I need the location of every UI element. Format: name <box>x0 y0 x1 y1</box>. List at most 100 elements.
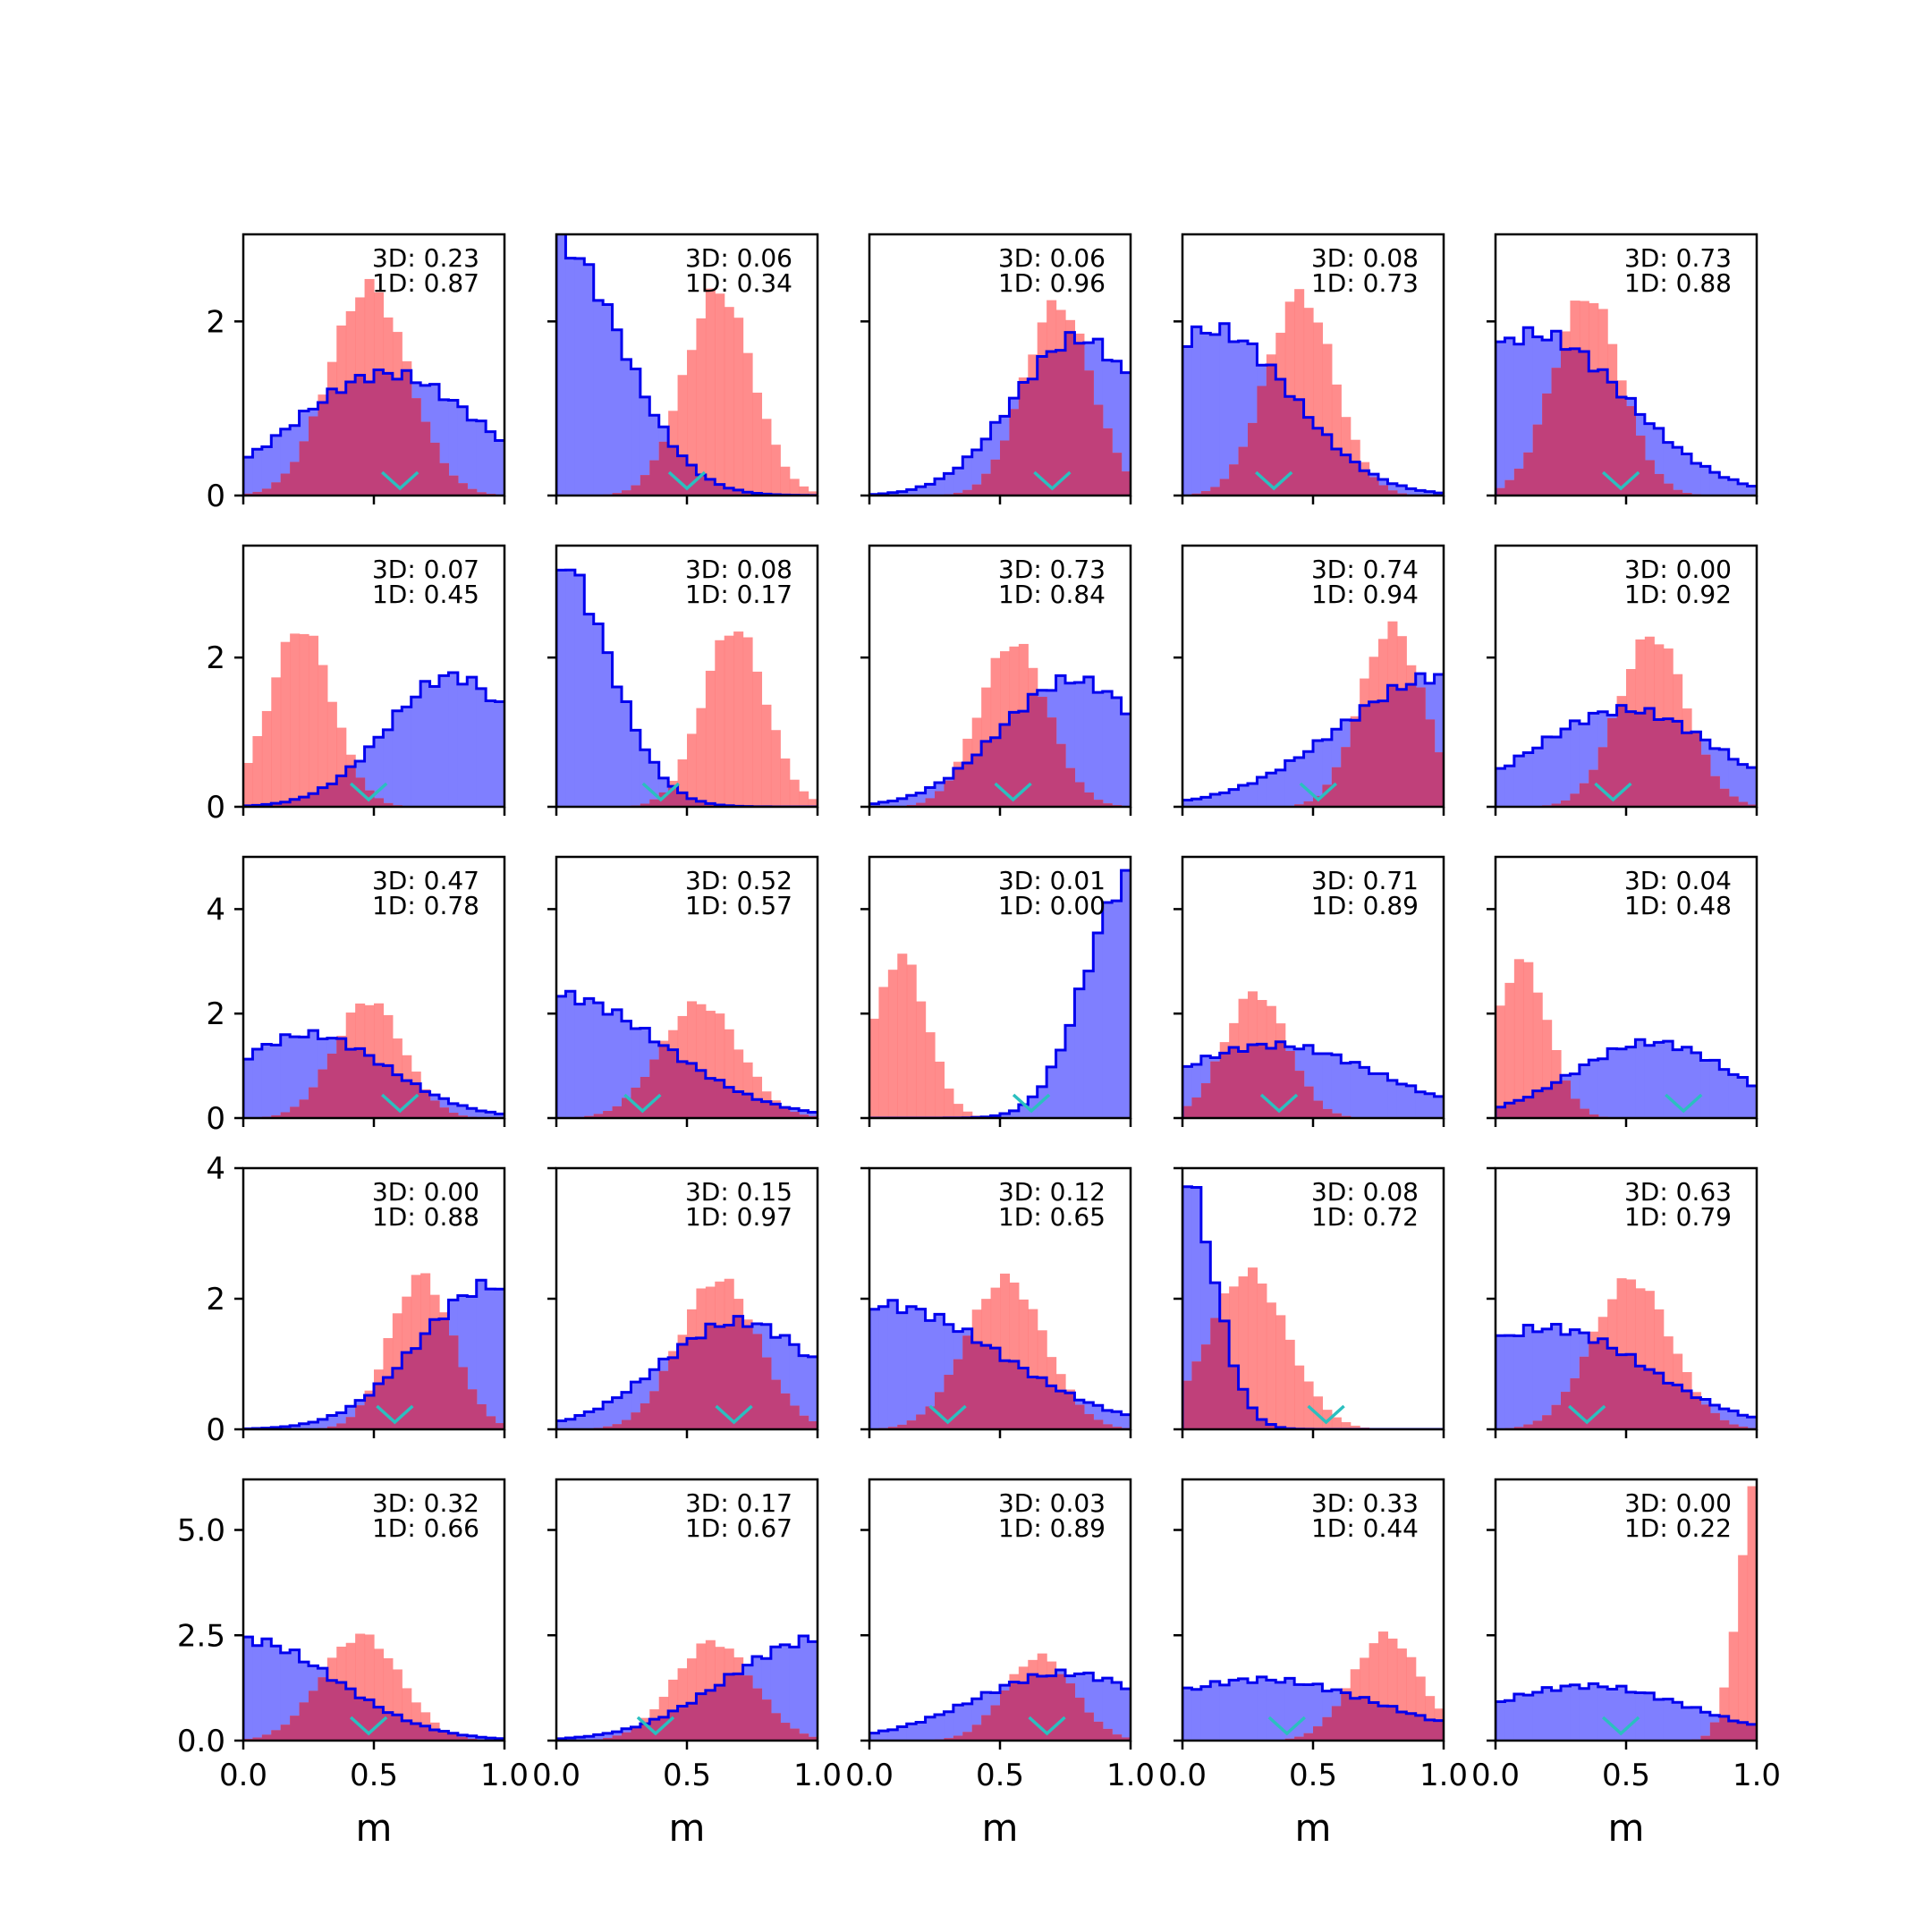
label-3d: 3D: 0.33 <box>1311 1488 1419 1518</box>
blue-bar <box>1738 483 1749 496</box>
overlap-bar <box>808 1420 818 1429</box>
overlap-bar <box>687 798 698 807</box>
red-bar <box>935 1061 945 1118</box>
blue-bar <box>1663 1699 1674 1741</box>
overlap-bar <box>271 482 282 496</box>
blue-bar <box>1102 1410 1113 1429</box>
red-bar <box>1415 1676 1426 1741</box>
blue-bar <box>584 614 595 807</box>
overlap-bar <box>1368 701 1379 807</box>
overlap-bar <box>271 803 282 807</box>
overlap-bar <box>402 1352 412 1429</box>
red-bar <box>733 318 744 496</box>
red-bar <box>742 637 753 807</box>
blue-bar <box>261 1639 272 1741</box>
blue-bar <box>457 683 468 807</box>
overlap-bar <box>392 1074 402 1118</box>
overlap-bar <box>799 1415 809 1429</box>
blue-bar <box>1542 1328 1553 1429</box>
x-tick-label: 0.0 <box>219 1758 267 1793</box>
v-marker <box>349 782 388 802</box>
red-bar <box>677 375 688 496</box>
label-3d: 3D: 0.71 <box>1311 866 1419 895</box>
blue-bar <box>622 1392 632 1429</box>
overlap-bar <box>355 1048 366 1118</box>
blue-bar <box>1112 360 1123 496</box>
red-bar <box>705 288 716 496</box>
overlap-bar <box>1635 713 1646 807</box>
blue-bar <box>906 1306 917 1429</box>
overlap-bar <box>715 484 725 496</box>
overlap-bar <box>603 1111 614 1118</box>
blue-bar <box>631 730 641 807</box>
overlap-bar <box>1028 694 1038 807</box>
blue-bar <box>897 491 908 496</box>
red-bar <box>1635 1288 1646 1429</box>
overlap-bar <box>299 797 309 807</box>
overlap-bar <box>1018 711 1029 807</box>
red-bar <box>355 1633 366 1741</box>
overlap-bar <box>364 1395 375 1429</box>
overlap-bar <box>799 1114 809 1118</box>
overlap-bar <box>1561 349 1572 496</box>
overlap-bar <box>668 786 679 807</box>
overlap-bar <box>457 1367 468 1429</box>
overlap-bar <box>1037 1675 1047 1741</box>
v-marker <box>1594 782 1632 802</box>
red-bar <box>677 1668 688 1741</box>
label-3d: 3D: 0.23 <box>372 243 479 273</box>
blue-bar <box>271 1646 282 1741</box>
x-tick-label: 0.0 <box>532 1758 580 1793</box>
blue-bar <box>1673 447 1683 496</box>
blue-bar <box>1747 1417 1757 1429</box>
blue-bar <box>1523 327 1534 496</box>
blue-bar <box>1093 1405 1104 1429</box>
blue-bar <box>1219 792 1230 807</box>
blue-bar <box>1673 1049 1683 1118</box>
blue-bar <box>1121 870 1131 1118</box>
label-3d: 3D: 0.07 <box>372 555 479 584</box>
blue-bar <box>1210 335 1221 496</box>
blue-bar <box>1434 1096 1444 1118</box>
overlap-bar <box>392 1715 402 1741</box>
overlap-bar <box>649 1391 660 1429</box>
blue-bar <box>1570 1073 1580 1118</box>
overlap-bar <box>1009 409 1020 496</box>
blue-bar <box>869 1309 880 1429</box>
overlap-bar <box>374 798 385 807</box>
overlap-bar <box>640 1402 650 1429</box>
blue-bar <box>565 570 576 807</box>
blue-bar <box>622 1021 632 1118</box>
blue-bar <box>1350 1062 1360 1118</box>
overlap-bar <box>906 1420 917 1429</box>
blue-step-line <box>869 1299 1131 1429</box>
overlap-bar <box>981 741 992 807</box>
overlap-bar <box>1747 1724 1757 1741</box>
blue-bar <box>622 359 632 496</box>
blue-bar <box>640 750 650 807</box>
blue-bar <box>1513 1694 1524 1741</box>
blue-bar <box>1644 423 1655 496</box>
blue-step-line <box>243 1029 504 1118</box>
red-bar <box>402 1688 412 1741</box>
blue-bar <box>1523 752 1534 807</box>
blue-bar <box>252 1048 263 1118</box>
red-bar <box>724 1029 734 1118</box>
label-1d: 1D: 0.92 <box>1624 580 1732 609</box>
x-axis-label: m <box>1608 1806 1645 1850</box>
label-1d: 1D: 0.45 <box>372 580 479 609</box>
overlap-bar <box>290 799 301 807</box>
overlap-bar <box>271 1730 282 1741</box>
blue-bar <box>495 701 504 807</box>
red-bar <box>1719 1687 1730 1741</box>
plot-area <box>1496 301 1757 496</box>
overlap-bar <box>1266 1424 1276 1429</box>
overlap-bar <box>733 1674 744 1741</box>
label-3d: 3D: 0.73 <box>998 555 1106 584</box>
red-bar <box>770 730 781 807</box>
blue-bar <box>574 1004 585 1118</box>
overlap-bar <box>364 1055 375 1118</box>
overlap-bar <box>318 402 328 496</box>
overlap-bar <box>1266 365 1276 496</box>
